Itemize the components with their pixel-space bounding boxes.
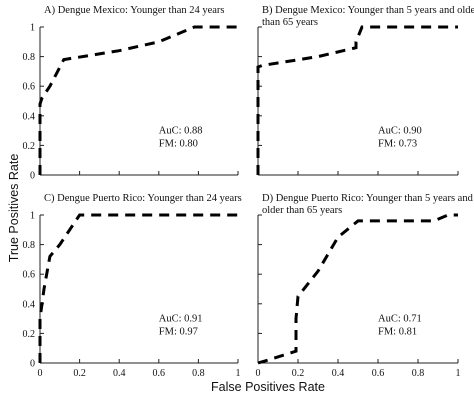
- fm-label: FM: 0.80: [159, 139, 198, 150]
- panel-title-line: older than 65 years: [262, 205, 342, 216]
- x-tick-label: 0.2: [292, 368, 305, 379]
- roc-panel: A) Dengue Mexico: Younger than 24 years 0…: [23, 5, 239, 182]
- roc-panel: C) Dengue Puerto Rico: Younger than 24 y…: [23, 193, 242, 379]
- roc-panel: B) Dengue Mexico: Younger than 5 years a…: [256, 5, 474, 176]
- x-tick-label: 1: [456, 368, 461, 379]
- x-tick-label: 0.8: [192, 368, 205, 379]
- y-tick-label: 0.8: [23, 52, 36, 63]
- auc-label: AuC: 0.91: [159, 314, 203, 325]
- y-tick-label: 1: [30, 23, 35, 34]
- auc-label: AuC: 0.71: [378, 314, 422, 325]
- x-tick-label: 0: [38, 368, 43, 379]
- roc-curve: [256, 25, 458, 175]
- y-tick-label: 1: [30, 211, 35, 222]
- roc-curve: [38, 25, 238, 175]
- panel-title: C) Dengue Puerto Rico: Younger than 24 y…: [44, 193, 242, 204]
- y-tick-label: 0.2: [23, 141, 36, 152]
- roc-panels: A) Dengue Mexico: Younger than 24 years 0…: [23, 5, 474, 379]
- x-tick-label: 0.4: [332, 368, 345, 379]
- fm-label: FM: 0.73: [378, 139, 417, 150]
- roc-curve: [38, 213, 238, 363]
- auc-label: AuC: 0.90: [378, 126, 422, 137]
- panel-title: A) Dengue Mexico: Younger than 24 years: [44, 5, 225, 16]
- fm-label: FM: 0.97: [159, 327, 198, 338]
- y-tick-label: 0: [30, 359, 35, 370]
- y-tick-label: 0.2: [23, 329, 36, 340]
- x-tick-label: 1: [236, 368, 241, 379]
- x-tick-label: 0.4: [113, 368, 126, 379]
- roc-panel: D) Dengue Puerto Rico: Younger than 5 ye…: [256, 193, 474, 379]
- panel-title-line: D) Dengue Puerto Rico: Younger than 5 ye…: [262, 193, 474, 204]
- x-tick-label: 0.8: [412, 368, 425, 379]
- x-tick-label: 0: [256, 368, 261, 379]
- y-tick-label: 0.6: [23, 270, 36, 281]
- panel-title-line: B) Dengue Mexico: Younger than 5 years a…: [262, 5, 474, 16]
- y-tick-label: 0.4: [23, 299, 36, 310]
- roc-curve: [257, 213, 458, 365]
- y-axis-title: True Positives Rate: [7, 154, 21, 263]
- x-tick-label: 0.6: [153, 368, 166, 379]
- y-tick-label: 0.4: [23, 111, 36, 122]
- auc-label: AuC: 0.88: [159, 126, 203, 137]
- fm-label: FM: 0.81: [378, 327, 417, 338]
- x-tick-label: 0.6: [372, 368, 385, 379]
- y-tick-label: 0.6: [23, 82, 36, 93]
- x-tick-label: 0.2: [73, 368, 86, 379]
- x-axis-title: False Positives Rate: [211, 380, 325, 394]
- y-tick-label: 0: [30, 171, 35, 182]
- y-tick-label: 0.8: [23, 240, 36, 251]
- panel-title-line: than 65 years: [262, 17, 318, 28]
